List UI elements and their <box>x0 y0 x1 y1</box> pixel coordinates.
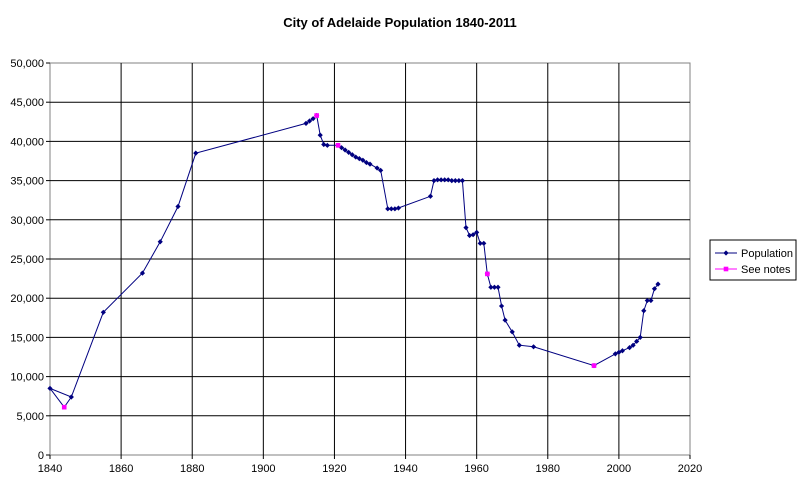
legend: Population See notes <box>709 239 797 281</box>
population-point <box>449 178 455 184</box>
population-point <box>442 177 448 183</box>
x-axis-ticks: 1840 1860 1880 1900 1920 1940 1960 1980 2000 2020 <box>38 455 702 475</box>
population-point <box>619 348 626 354</box>
population-point <box>367 161 373 167</box>
y-tick-label: 50,000 <box>10 58 44 70</box>
y-tick-label: 25,000 <box>10 254 44 266</box>
population-point <box>641 308 647 314</box>
y-tick-label: 0 <box>38 450 44 462</box>
population-point <box>626 344 633 351</box>
population-point <box>502 317 508 323</box>
population-point <box>466 232 473 239</box>
legend-box <box>709 239 797 281</box>
y-tick-label: 45,000 <box>10 97 44 109</box>
legend-items: Population See notes <box>715 248 793 276</box>
population-point <box>452 178 458 184</box>
y-axis-ticks: 0 5,000 10,000 15,000 20,000 25,000 30,000 35,0… <box>10 58 50 462</box>
see-notes-point <box>314 113 319 118</box>
population-point <box>644 297 650 304</box>
population-point <box>385 206 391 212</box>
population-point <box>306 118 313 124</box>
y-tick-label: 10,000 <box>10 372 44 384</box>
chart-title: City of Adelaide Population 1840-2011 <box>283 15 517 30</box>
series-layer <box>47 112 661 410</box>
legend-label: Population <box>741 248 793 260</box>
population-point <box>530 344 537 350</box>
population-point <box>349 152 355 158</box>
population-point <box>445 177 451 183</box>
population-point <box>516 342 522 348</box>
population-point <box>495 284 501 290</box>
y-tick-label: 5,000 <box>16 411 44 423</box>
population-point <box>630 342 636 348</box>
population-point <box>378 167 384 174</box>
population-point <box>100 309 106 315</box>
population-point <box>509 329 515 335</box>
population-point <box>392 206 398 212</box>
x-tick-label: 2000 <box>607 463 631 475</box>
population-point <box>488 284 494 290</box>
population-point <box>360 157 366 163</box>
population-point <box>139 270 146 276</box>
y-tick-label: 40,000 <box>10 136 44 148</box>
population-point <box>456 178 462 184</box>
x-tick-label: 1860 <box>109 463 133 475</box>
population-point <box>634 338 640 344</box>
population-point <box>474 229 480 235</box>
population-point <box>648 297 654 304</box>
population-point <box>612 351 618 357</box>
legend-label: See notes <box>741 264 791 276</box>
population-point <box>438 177 444 183</box>
x-tick-label: 1940 <box>393 463 417 475</box>
population-point <box>459 178 466 184</box>
population-point <box>395 205 402 211</box>
x-tick-label: 1960 <box>464 463 488 475</box>
x-tick-label: 2020 <box>678 463 702 475</box>
population-point <box>477 240 483 246</box>
see-notes-point <box>485 271 490 277</box>
x-tick-label: 1840 <box>38 463 62 475</box>
population-point <box>431 178 437 184</box>
population-point <box>193 150 199 156</box>
population-point <box>463 225 469 231</box>
population-point <box>491 284 498 290</box>
population-point <box>47 385 53 391</box>
population-point <box>498 303 505 309</box>
population-point <box>427 193 434 199</box>
population-point <box>303 120 309 126</box>
x-tick-label: 1900 <box>251 463 275 475</box>
population-point <box>310 116 316 122</box>
legend-marker-see-notes <box>723 266 729 272</box>
gridlines <box>50 63 690 455</box>
population-point <box>655 281 661 287</box>
population-point <box>651 286 658 292</box>
x-tick-label: 1980 <box>536 463 560 475</box>
x-tick-label: 1920 <box>322 463 346 475</box>
see-notes-point <box>335 143 341 148</box>
population-point <box>434 177 441 183</box>
population-point <box>157 239 163 245</box>
population-point <box>317 132 323 138</box>
population-point <box>68 394 74 400</box>
population-point <box>388 206 394 212</box>
population-point <box>321 141 327 148</box>
population-point <box>374 165 380 171</box>
y-tick-label: 20,000 <box>10 293 44 305</box>
see-notes-point <box>61 404 67 410</box>
x-tick-label: 1880 <box>180 463 204 475</box>
population-point <box>481 240 487 246</box>
population-point <box>637 334 643 340</box>
y-tick-label: 30,000 <box>10 215 44 227</box>
population-point <box>175 203 181 210</box>
see-notes-point <box>591 363 597 368</box>
y-tick-label: 35,000 <box>10 176 44 188</box>
population-point <box>324 142 330 148</box>
legend-marker-population <box>723 250 729 256</box>
y-tick-label: 15,000 <box>10 332 44 344</box>
population-point <box>342 147 348 153</box>
population-point <box>470 232 476 238</box>
population-point <box>346 149 352 155</box>
